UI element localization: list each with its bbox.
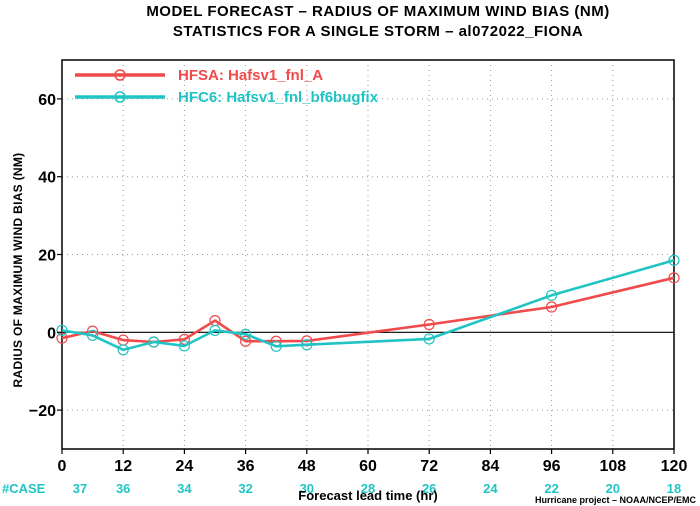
series-line-2 — [61, 259, 675, 352]
x-tick-label: 60 — [359, 458, 377, 475]
data-point — [545, 301, 558, 313]
case-count: 36 — [116, 481, 130, 496]
data-point — [56, 324, 68, 336]
grid — [62, 60, 674, 449]
legend-label: HFSA: Hafsv1_fnl_A — [178, 67, 323, 84]
case-count: 37 — [73, 481, 87, 496]
data-point — [270, 340, 282, 352]
legend-swatch-marker — [114, 91, 126, 103]
y-tick-label: 40 — [38, 170, 56, 187]
case-count: 32 — [238, 481, 252, 496]
data-point — [240, 335, 252, 347]
case-count: 20 — [606, 481, 620, 496]
x-tick-labels: 0 12 24 36 48 60 72 84 96 108 120 — [58, 449, 688, 475]
x-tick-label: 12 — [114, 458, 132, 475]
case-count: 26 — [422, 481, 436, 496]
data-point — [668, 254, 680, 266]
data-point — [240, 328, 252, 340]
data-point — [148, 336, 160, 348]
x-tick-label: 84 — [482, 458, 500, 475]
data-point — [423, 333, 435, 345]
x-axis-label: Forecast lead time (hr) — [298, 488, 437, 503]
series-group — [56, 254, 680, 356]
case-label: #CASE — [2, 481, 46, 496]
y-tick-labels: −20 0 20 40 60 — [29, 92, 62, 420]
y-tick-label: 20 — [38, 248, 56, 265]
case-count: 24 — [483, 481, 498, 496]
data-point — [301, 339, 313, 351]
legend: HFSA: Hafsv1_fnl_A HFC6: Hafsv1_fnl_bf6bu… — [75, 67, 379, 106]
data-point — [545, 289, 558, 301]
legend-label: HFC6: Hafsv1_fnl_bf6bugfix — [178, 89, 379, 106]
data-point — [178, 333, 190, 345]
data-point — [423, 318, 435, 331]
x-tick-label: 36 — [237, 458, 255, 475]
chart-title-line1: MODEL FORECAST – RADIUS OF MAXIMUM WIND … — [146, 3, 609, 20]
case-count: 22 — [544, 481, 558, 496]
x-tick-label: 120 — [661, 458, 688, 475]
data-point — [668, 272, 680, 284]
data-point — [178, 340, 190, 352]
case-count: 18 — [667, 481, 681, 496]
data-point — [209, 324, 221, 336]
x-tick-label: 24 — [176, 458, 194, 475]
credit-text: Hurricane project – NOAA/NCEP/EMC — [535, 495, 697, 505]
x-tick-label: 48 — [298, 458, 316, 475]
y-tick-label: −20 — [29, 403, 56, 420]
case-count: 30 — [300, 481, 314, 496]
case-count: 34 — [177, 481, 192, 496]
y-tick-label: 0 — [47, 325, 56, 342]
chart-title-line2: STATISTICS FOR A SINGLE STORM – al072022… — [173, 23, 583, 40]
x-tick-label: 96 — [543, 458, 561, 475]
x-tick-label: 72 — [420, 458, 438, 475]
legend-swatch-marker — [114, 69, 126, 81]
case-counts: 37 36 34 32 30 28 26 24 22 20 18 — [73, 481, 681, 496]
x-tick-label: 108 — [599, 458, 626, 475]
data-point — [86, 329, 99, 342]
y-tick-label: 60 — [38, 92, 56, 109]
data-point — [117, 344, 129, 356]
data-point — [56, 332, 68, 344]
x-tick-label: 0 — [58, 458, 67, 475]
y-axis-label: RADIUS OF MAXIMUM WIND BIAS (NM) — [11, 153, 25, 388]
case-count: 28 — [361, 481, 375, 496]
